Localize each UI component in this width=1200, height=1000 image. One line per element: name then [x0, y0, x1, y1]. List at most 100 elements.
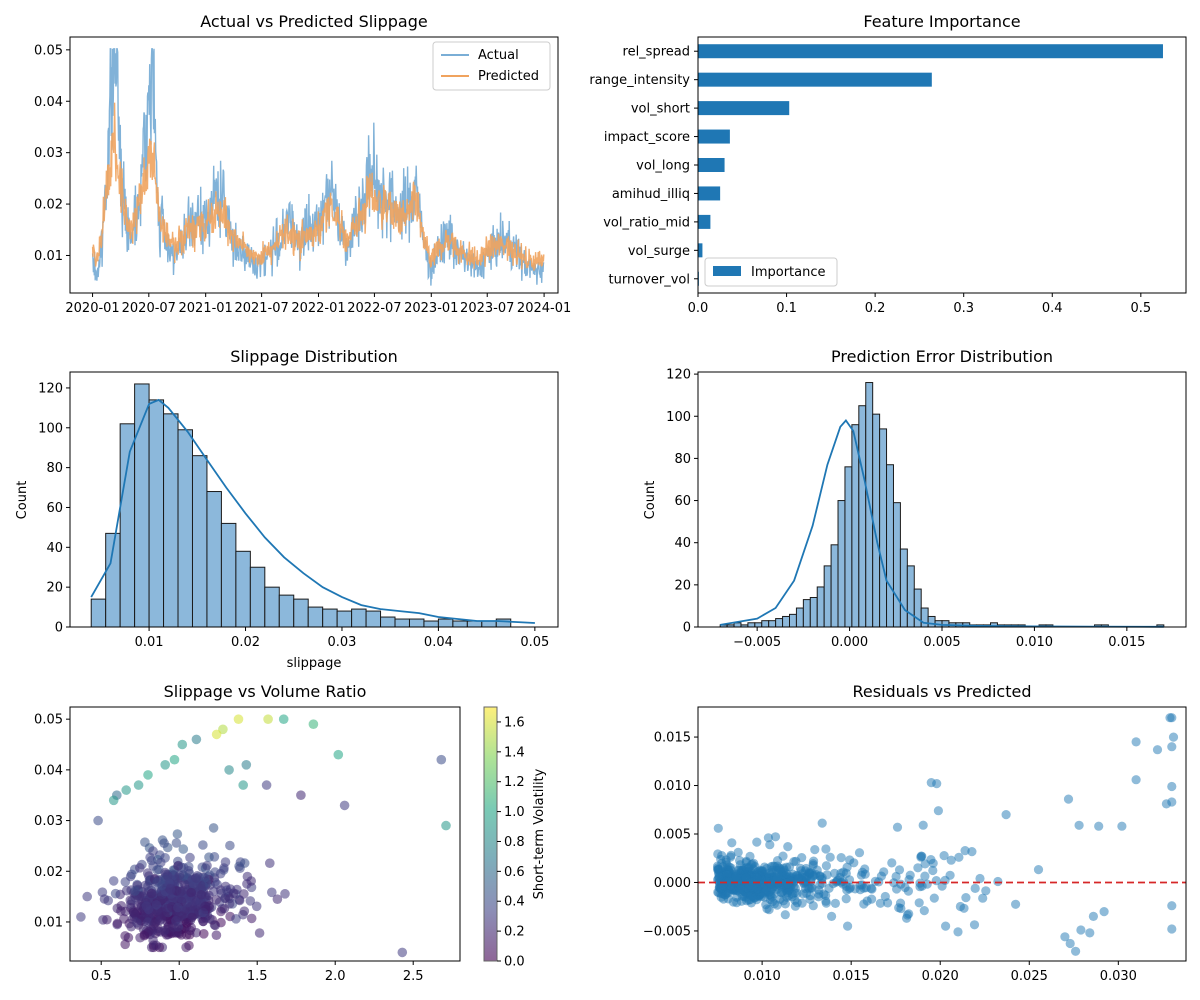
scatter-point — [783, 842, 793, 852]
scatter-point — [198, 840, 208, 850]
bar-amihud_illiq — [698, 186, 721, 201]
scatter-point — [224, 765, 234, 775]
chart-actual-vs-predicted: Actual vs Predicted Slippage 2020-01 2020… — [34, 12, 571, 316]
scatter-point — [797, 853, 807, 863]
y-tick-label: 0.04 — [34, 763, 63, 778]
scatter-point — [1099, 907, 1109, 917]
histogram-bar — [844, 466, 853, 628]
category-label: vol_ratio_mid — [603, 215, 690, 230]
scatter-point — [967, 847, 977, 857]
colorbar-tick-label: 0.0 — [504, 955, 525, 970]
y-tick-label: 0.01 — [34, 915, 63, 930]
x-tick-label: 2022-01 — [291, 301, 345, 316]
scatter-point — [245, 896, 256, 906]
x-tick-label: 0.03 — [327, 635, 356, 650]
scatter-point — [821, 890, 831, 901]
scatter-point — [889, 878, 899, 888]
x-tick-label: 2022-07 — [347, 301, 401, 316]
histogram-bar — [782, 615, 790, 628]
scatter-point — [813, 892, 824, 902]
scatter-point — [902, 910, 913, 920]
legend-label-predicted: Predicted — [478, 69, 539, 84]
y-tick-label: −0.005 — [643, 924, 691, 939]
legend-label-actual: Actual — [478, 48, 519, 63]
scatter-point — [733, 847, 743, 858]
scatter-point — [745, 851, 755, 862]
scatter-point — [93, 815, 103, 826]
scatter-point — [148, 846, 158, 856]
chart3-x-axis-label: slippage — [287, 656, 342, 671]
scatter-point — [735, 884, 745, 894]
scatter-point — [797, 898, 807, 908]
colorbar-label: Short-term Volatility — [532, 768, 547, 899]
scatter-point — [160, 853, 170, 863]
scatter-point — [1088, 911, 1098, 922]
scatter-point — [808, 901, 818, 911]
histogram-bar — [466, 620, 483, 628]
scatter-point — [830, 868, 840, 879]
scatter-point — [790, 895, 800, 905]
histogram-bar — [858, 405, 867, 628]
colorbar-tick-label: 1.2 — [504, 775, 525, 790]
scatter-point — [141, 901, 152, 911]
scatter-point — [955, 901, 966, 912]
scatter-point — [143, 770, 153, 780]
scatter-point — [140, 837, 150, 847]
histogram-bar — [293, 598, 309, 628]
scatter-point — [151, 900, 162, 910]
scatter-point — [843, 921, 853, 931]
scatter-point — [810, 845, 820, 855]
histogram-bar — [879, 428, 888, 628]
scatter-point — [130, 886, 140, 896]
chart2-category-labels: rel_spread range_intensity vol_shortimpact… — [589, 45, 698, 287]
scatter-point — [211, 930, 222, 940]
scatter-point — [1161, 799, 1171, 809]
histogram-bar — [920, 607, 929, 628]
y-tick-label: 20 — [46, 581, 63, 596]
histogram-bar — [789, 613, 797, 628]
scatter-point — [978, 893, 988, 903]
histogram-bar — [322, 608, 338, 628]
y-tick-label: 0.05 — [34, 43, 63, 58]
scatter-point — [225, 884, 236, 894]
chart5-title: Slippage vs Volume Ratio — [164, 682, 367, 701]
bar-vol_surge — [698, 243, 703, 258]
chart5-y-ticks: 0.01 0.02 0.03 0.04 0.05 — [34, 713, 70, 930]
histogram-bar — [816, 586, 825, 628]
scatter-point — [879, 867, 889, 877]
histogram-bar — [775, 618, 784, 628]
scatter-point — [177, 739, 188, 750]
scatter-point — [845, 855, 855, 865]
scatter-point — [196, 890, 207, 900]
scatter-point — [202, 860, 212, 871]
histogram-bar — [394, 618, 410, 628]
y-tick-label: 120 — [38, 381, 63, 396]
scatter-point — [151, 940, 161, 951]
scatter-point — [173, 902, 183, 913]
x-tick-label: 0.000 — [831, 635, 868, 650]
scatter-point — [821, 898, 831, 908]
scatter-point — [239, 858, 250, 868]
scatter-point — [225, 840, 235, 851]
chart2-bars — [698, 44, 1163, 286]
scatter-point — [333, 749, 344, 760]
scatter-point — [815, 880, 825, 890]
scatter-point — [1167, 713, 1177, 723]
x-tick-label: 2.0 — [325, 969, 346, 984]
chart4-histogram — [719, 382, 1165, 628]
scatter-point — [160, 760, 170, 770]
histogram-bar — [249, 566, 266, 628]
scatter-point — [1167, 901, 1177, 911]
scatter-point — [880, 891, 890, 902]
scatter-point — [827, 911, 837, 922]
scatter-point — [112, 918, 123, 929]
scatter-point — [945, 870, 955, 880]
x-tick-label: 0.005 — [923, 635, 960, 650]
scatter-point — [1063, 794, 1074, 804]
scatter-point — [830, 898, 841, 909]
scatter-point — [171, 838, 182, 848]
scatter-point — [246, 913, 257, 924]
scatter-point — [920, 859, 930, 869]
y-tick-label: 0.015 — [654, 731, 691, 746]
chart-slippage-vs-volume-ratio: Slippage vs Volume Ratio 0.5 1.0 1.5 2.0 2.5… — [34, 682, 547, 984]
